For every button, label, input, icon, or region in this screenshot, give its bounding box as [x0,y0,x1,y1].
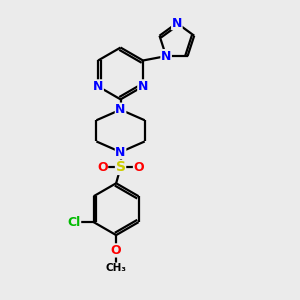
Text: CH₃: CH₃ [106,263,127,273]
Text: N: N [116,103,126,116]
Text: O: O [111,244,122,257]
Text: N: N [116,146,126,159]
Text: N: N [161,50,171,63]
Text: Cl: Cl [67,216,81,229]
Text: S: S [116,160,126,174]
Text: N: N [172,16,182,30]
Text: N: N [138,80,148,93]
Text: N: N [93,80,103,93]
Text: O: O [97,161,108,174]
Text: O: O [134,161,144,174]
